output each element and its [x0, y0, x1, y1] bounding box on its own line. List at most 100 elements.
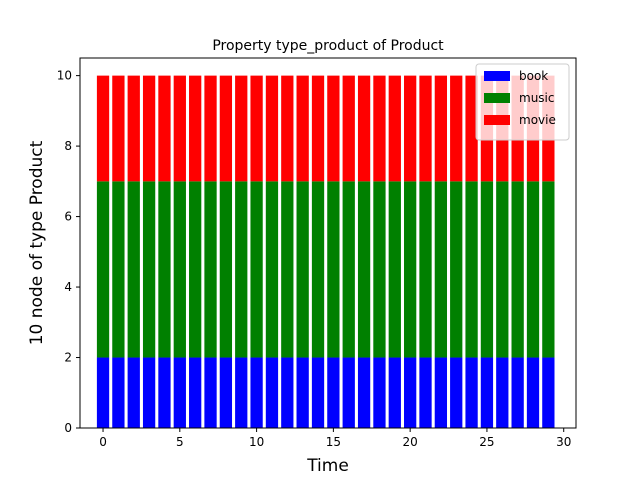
y-tick-label: 10 — [57, 69, 72, 83]
bar-book-25 — [480, 357, 494, 428]
bar-movie-22 — [434, 75, 448, 182]
bar-book-14 — [311, 357, 325, 428]
bar-book-19 — [388, 357, 401, 428]
bar-music-15 — [327, 181, 340, 358]
bar-book-21 — [419, 357, 432, 428]
bar-book-7 — [204, 357, 217, 428]
bar-music-18 — [373, 181, 386, 358]
bar-book-22 — [434, 357, 448, 428]
bar-music-2 — [127, 181, 140, 358]
bar-music-12 — [281, 181, 294, 358]
bar-movie-23 — [450, 75, 463, 182]
plot-frame — [79, 57, 577, 429]
legend: book music movie — [475, 63, 570, 141]
bar-music-26 — [496, 181, 509, 358]
bar-movie-17 — [357, 75, 371, 182]
bar-movie-3 — [142, 75, 156, 182]
y-tick-label: 2 — [64, 351, 72, 365]
bar-movie-7 — [204, 75, 217, 182]
chart-title: Property type_product of Product — [212, 38, 444, 54]
bar-music-0 — [96, 181, 110, 358]
bar-book-12 — [281, 357, 294, 428]
y-tick-label: 8 — [64, 139, 72, 153]
bar-book-2 — [127, 357, 140, 428]
bar-movie-4 — [158, 75, 171, 182]
bar-music-17 — [357, 181, 371, 358]
bar-book-17 — [357, 357, 371, 428]
bar-movie-13 — [296, 75, 309, 182]
bar-movie-24 — [465, 75, 478, 182]
bar-book-26 — [496, 357, 509, 428]
bar-book-23 — [450, 357, 463, 428]
bars-layer — [96, 75, 555, 428]
legend-swatch-music — [484, 93, 510, 103]
bar-music-3 — [142, 181, 156, 358]
y-tick-label: 4 — [64, 280, 72, 294]
bar-movie-9 — [235, 75, 248, 182]
bar-movie-16 — [342, 75, 355, 182]
bar-movie-0 — [96, 75, 110, 182]
bar-book-8 — [219, 357, 233, 428]
bar-movie-19 — [388, 75, 401, 182]
x-tick-label: 30 — [556, 435, 571, 449]
bar-book-15 — [327, 357, 340, 428]
bar-book-11 — [265, 357, 279, 428]
bar-music-9 — [235, 181, 248, 358]
bar-movie-15 — [327, 75, 340, 182]
bar-music-16 — [342, 181, 355, 358]
x-tick-label: 25 — [479, 435, 494, 449]
bar-music-8 — [219, 181, 233, 358]
bar-book-29 — [542, 357, 555, 428]
bar-music-23 — [450, 181, 463, 358]
bar-book-18 — [373, 357, 386, 428]
x-axis-label: Time — [306, 456, 349, 476]
bar-movie-10 — [250, 75, 263, 182]
bar-movie-5 — [173, 75, 186, 182]
bar-book-20 — [404, 357, 417, 428]
bar-book-3 — [142, 357, 156, 428]
bar-book-16 — [342, 357, 355, 428]
bar-book-28 — [526, 357, 540, 428]
bar-book-9 — [235, 357, 248, 428]
bar-music-27 — [511, 181, 524, 358]
bar-movie-18 — [373, 75, 386, 182]
bar-movie-8 — [219, 75, 233, 182]
bar-music-25 — [480, 181, 494, 358]
legend-swatch-movie — [484, 115, 510, 125]
bar-music-5 — [173, 181, 186, 358]
legend-swatch-book — [484, 71, 510, 81]
y-tick-label: 6 — [64, 210, 72, 224]
legend-label-book: book — [519, 69, 548, 83]
x-tick-label: 0 — [99, 435, 107, 449]
bar-music-28 — [526, 181, 540, 358]
bar-movie-12 — [281, 75, 294, 182]
x-tick-label: 5 — [176, 435, 184, 449]
bar-music-11 — [265, 181, 279, 358]
bar-book-13 — [296, 357, 309, 428]
bar-movie-11 — [265, 75, 279, 182]
bar-movie-6 — [189, 75, 202, 182]
bar-music-19 — [388, 181, 401, 358]
bar-music-4 — [158, 181, 171, 358]
bar-book-27 — [511, 357, 524, 428]
y-tick-label: 0 — [64, 421, 72, 435]
bar-music-13 — [296, 181, 309, 358]
bar-movie-21 — [419, 75, 432, 182]
bar-movie-2 — [127, 75, 140, 182]
x-tick-label: 15 — [326, 435, 341, 449]
bar-music-1 — [112, 181, 125, 358]
bar-book-0 — [96, 357, 110, 428]
bar-music-22 — [434, 181, 448, 358]
y-axis-label: 10 node of type Product — [27, 140, 47, 345]
legend-label-music: music — [519, 91, 554, 105]
bar-movie-20 — [404, 75, 417, 182]
bar-book-10 — [250, 357, 263, 428]
x-tick-label: 10 — [249, 435, 264, 449]
bar-book-1 — [112, 357, 125, 428]
bar-book-24 — [465, 357, 478, 428]
bar-music-10 — [250, 181, 263, 358]
bar-book-6 — [189, 357, 202, 428]
bar-book-4 — [158, 357, 171, 428]
